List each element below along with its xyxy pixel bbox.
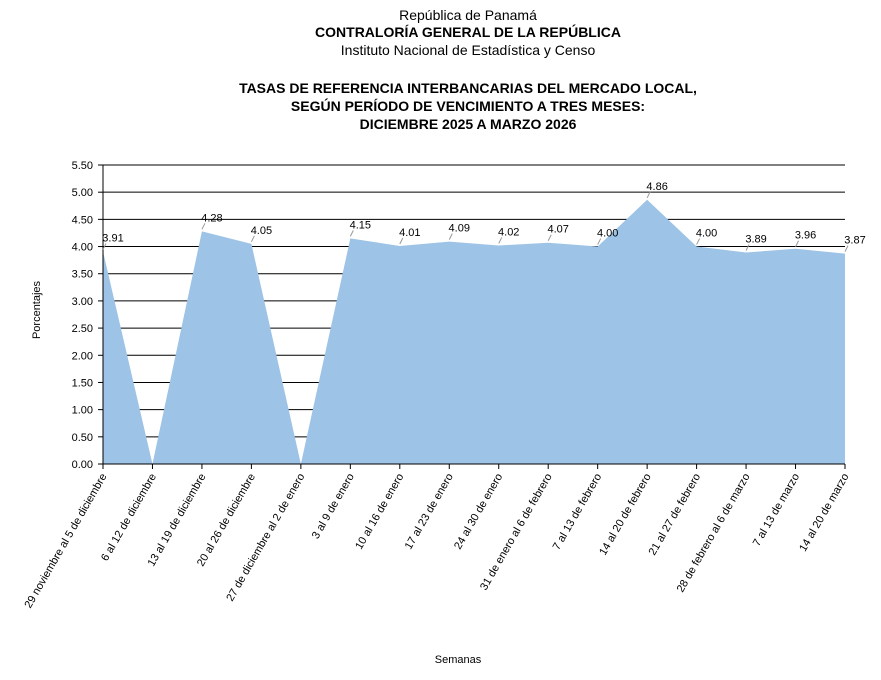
data-label: 4.02 (498, 226, 519, 238)
label-leader (448, 233, 453, 240)
y-tick-label: 0.50 (72, 432, 93, 444)
header-institute: Instituto Nacional de Estadística y Cens… (341, 42, 596, 58)
y-tick-label: 2.00 (72, 350, 93, 362)
x-tick-label: 7 al 13 de febrero (551, 472, 605, 553)
y-tick-label: 5.50 (72, 160, 93, 172)
y-axis-label: Porcentajes (31, 280, 43, 339)
data-label: 3.87 (844, 235, 865, 247)
y-tick-label: 3.50 (72, 269, 93, 281)
label-leader (745, 244, 750, 251)
label-leader (102, 243, 107, 250)
y-tick-label: 3.00 (72, 296, 93, 308)
data-label: 4.15 (350, 219, 371, 231)
label-leader (201, 223, 206, 230)
x-tick-label: 24 al 30 de enero (452, 472, 505, 552)
x-axis-label: Semanas (435, 654, 482, 666)
data-label: 4.07 (547, 224, 568, 236)
y-tick-label: 4.50 (72, 214, 93, 226)
data-label: 4.05 (251, 225, 272, 237)
y-tick-label: 2.50 (72, 323, 93, 335)
data-label: 4.28 (201, 212, 222, 224)
label-leader (547, 234, 552, 241)
data-label: 4.00 (597, 228, 618, 240)
x-tick-label: 10 al 16 de enero (353, 472, 406, 552)
data-label: 4.86 (646, 181, 667, 193)
x-tick-label: 14 al 20 de febrero (597, 472, 654, 558)
area (103, 199, 845, 464)
chart-title: DICIEMBRE 2025 A MARZO 2026 (360, 116, 577, 132)
label-leader (349, 230, 354, 237)
chart-title: TASAS DE REFERENCIA INTERBANCARIAS DEL M… (239, 80, 697, 96)
label-leader (795, 240, 799, 247)
data-label: 4.01 (399, 227, 420, 239)
x-tick-label: 14 al 20 de marzo (797, 472, 851, 554)
data-label: 3.91 (102, 232, 123, 244)
y-tick-label: 5.00 (72, 187, 93, 199)
x-tick-label: 3 al 9 de enero (310, 472, 357, 542)
x-tick-label: 29 noviembre al 5 de diciembre (22, 472, 109, 611)
label-leader (844, 245, 849, 252)
chart-title: SEGÚN PERÍODO DE VENCIMIENTO A TRES MESE… (291, 97, 645, 114)
data-label: 3.89 (745, 234, 766, 246)
y-tick-label: 4.00 (72, 242, 93, 254)
label-leader (250, 235, 255, 243)
data-label: 4.00 (696, 228, 717, 240)
x-tick-label: 6 al 12 de diciembre (99, 472, 159, 564)
label-leader (646, 191, 651, 199)
y-tick-label: 1.50 (72, 377, 93, 389)
x-tick-label: 17 al 23 de enero (403, 472, 456, 552)
label-leader (399, 237, 404, 245)
label-leader (498, 237, 503, 244)
data-label: 4.09 (449, 223, 470, 235)
y-tick-label: 0.00 (72, 459, 93, 471)
x-tick-label: 21 al 27 de febrero (647, 472, 704, 558)
label-leader (696, 238, 701, 245)
data-label: 3.96 (795, 230, 816, 242)
y-tick-label: 1.00 (72, 405, 93, 417)
header-institution: CONTRALORÍA GENERAL DE LA REPÚBLICA (315, 23, 621, 40)
label-leader (597, 238, 602, 245)
x-tick-label: 7 al 13 de marzo (751, 472, 802, 549)
header-country: República de Panamá (399, 7, 537, 23)
